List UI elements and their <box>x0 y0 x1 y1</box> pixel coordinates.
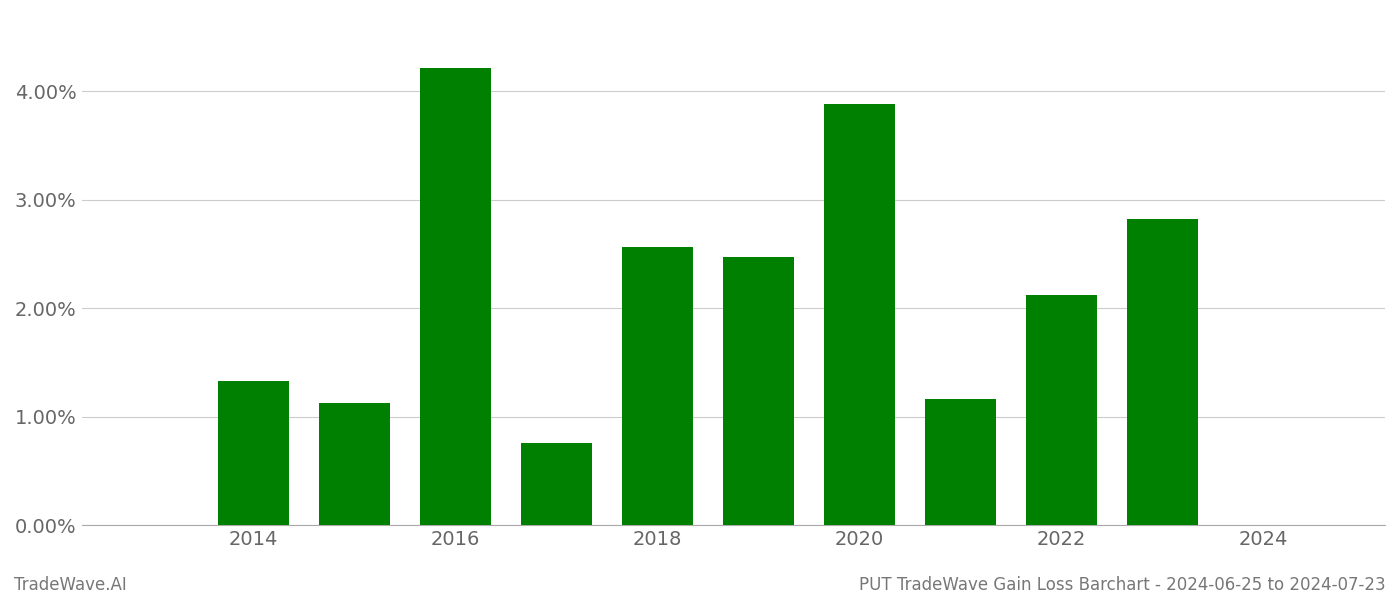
Bar <box>420 68 491 525</box>
Bar <box>925 400 995 525</box>
Bar <box>319 403 389 525</box>
Bar <box>521 443 592 525</box>
Text: PUT TradeWave Gain Loss Barchart - 2024-06-25 to 2024-07-23: PUT TradeWave Gain Loss Barchart - 2024-… <box>860 576 1386 594</box>
Bar <box>1127 220 1198 525</box>
Bar <box>218 381 288 525</box>
Bar <box>825 104 895 525</box>
Bar <box>724 257 794 525</box>
Bar <box>1026 295 1098 525</box>
Text: TradeWave.AI: TradeWave.AI <box>14 576 127 594</box>
Bar <box>622 247 693 525</box>
